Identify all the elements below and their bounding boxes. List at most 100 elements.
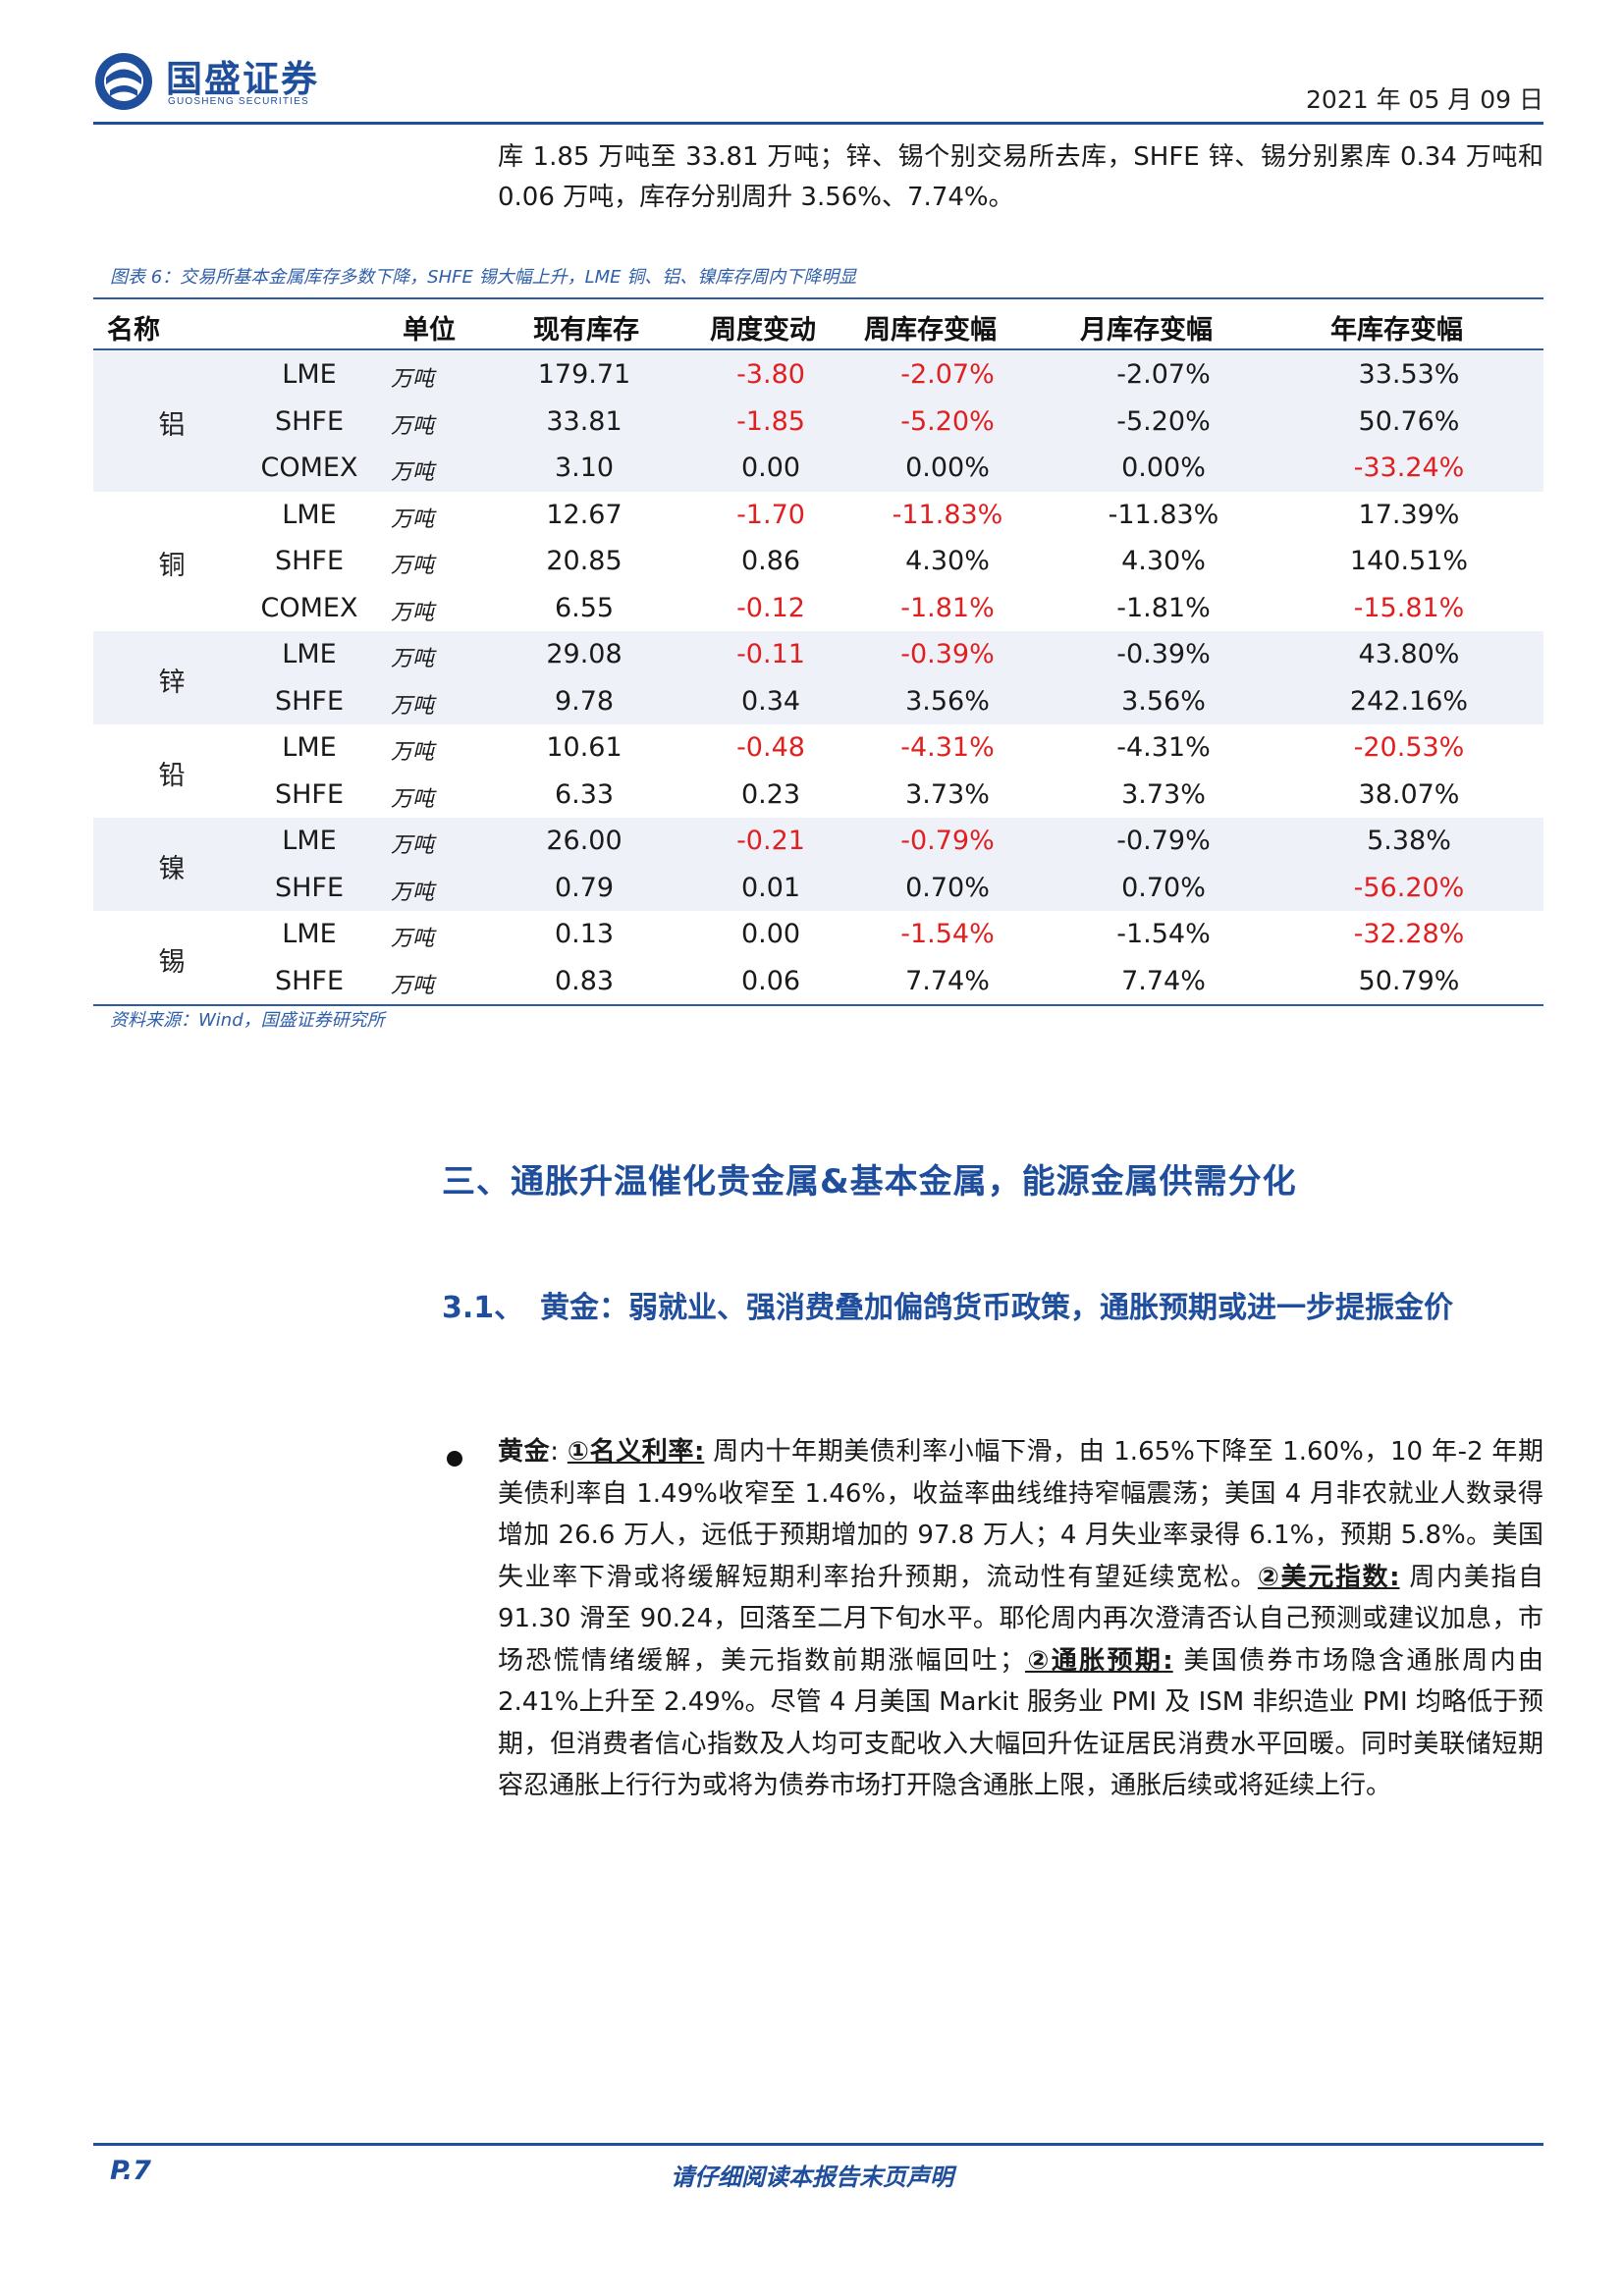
- table-row: LME 万吨 26.00 -0.21 -0.79% -0.79% 5.38%: [93, 818, 1543, 865]
- table-row: LME 万吨 29.08 -0.11 -0.39% -0.39% 43.80%: [93, 631, 1543, 678]
- footer-divider: [93, 2143, 1543, 2146]
- cell-weekly-pct: -2.07%: [900, 359, 995, 390]
- cell-weekly-pct: 0.00%: [905, 453, 990, 483]
- figure-caption: 图表 6：交易所基本金属库存多数下降，SHFE 锡大幅上升，LME 铜、铝、镍库…: [110, 267, 857, 288]
- cell-weekly-change: -3.80: [736, 359, 805, 390]
- cell-weekly-change: 0.00: [740, 453, 801, 483]
- logo-chinese-name: 国盛证券: [166, 58, 319, 100]
- cell-yearly-pct: 17.39%: [1358, 499, 1460, 530]
- cell-exchange: SHFE: [274, 778, 345, 810]
- cell-yearly-pct: -56.20%: [1353, 872, 1465, 903]
- cell-weekly-change: 0.00: [740, 919, 801, 949]
- table-row: SHFE 万吨 33.81 -1.85 -5.20% -5.20% 50.76%: [93, 399, 1543, 446]
- cell-weekly-change: 0.34: [740, 685, 801, 717]
- cell-unit: 万吨: [390, 973, 434, 998]
- usd-index-label: ②美元指数:: [1257, 1562, 1400, 1592]
- company-logo: 国盛证券 GUOSHENG SECURITIES: [93, 47, 339, 116]
- cell-stock: 179.71: [537, 359, 631, 390]
- disclaimer-notice: 请仔细阅读本报告末页声明: [671, 2163, 953, 2191]
- cell-unit: 万吨: [390, 927, 434, 951]
- header-weekly-change: 周度变动: [710, 315, 816, 346]
- cell-monthly-pct: -1.54%: [1116, 919, 1211, 949]
- group-metal-name: 铝: [158, 410, 186, 442]
- cell-unit: 万吨: [390, 833, 434, 858]
- cell-weekly-pct: 3.56%: [905, 685, 990, 717]
- subsection-title: 黄金：弱就业、强消费叠加偏鸽货币政策，通胀预期或进一步提振金价: [540, 1291, 1453, 1325]
- cell-unit: 万吨: [390, 740, 434, 765]
- cell-stock: 33.81: [546, 405, 623, 437]
- cell-yearly-pct: -20.53%: [1353, 732, 1465, 763]
- cell-monthly-pct: 3.56%: [1121, 685, 1206, 717]
- cell-yearly-pct: 38.07%: [1358, 778, 1460, 810]
- page-number: P.7: [110, 2156, 151, 2186]
- cell-unit: 万吨: [390, 693, 434, 719]
- cell-stock: 26.00: [546, 826, 623, 856]
- table-row: SHFE 万吨 20.85 0.86 4.30% 4.30% 140.51%: [93, 538, 1543, 585]
- cell-yearly-pct: 33.53%: [1358, 359, 1460, 390]
- group-metal-name: 锌: [158, 667, 186, 698]
- cell-stock: 6.33: [554, 778, 615, 810]
- table-group: 铜 LME 万吨 12.67 -1.70 -11.83% -11.83% 17.39% SHFE…: [93, 492, 1543, 632]
- table-row: SHFE 万吨 9.78 0.34 3.56% 3.56% 242.16%: [93, 678, 1543, 725]
- group-metal-name: 锡: [158, 946, 186, 978]
- usd-index-text: 周内美指自 91.30 滑至 90.24，回落至二月下旬水平。耶伦周内再次澄清否…: [498, 1562, 1543, 1676]
- cell-yearly-pct: 43.80%: [1358, 639, 1460, 669]
- logo-english-name: GUOSHENG SECURITIES: [168, 96, 309, 107]
- group-metal-name: 镍: [158, 853, 186, 884]
- table-row: COMEX 万吨 6.55 -0.12 -1.81% -1.81% -15.81%: [93, 585, 1543, 632]
- table-row: LME 万吨 10.61 -0.48 -4.31% -4.31% -20.53%: [93, 724, 1543, 772]
- cell-unit: 万吨: [390, 367, 434, 392]
- cell-stock: 20.85: [546, 546, 623, 576]
- cell-weekly-change: -0.12: [736, 592, 805, 623]
- cell-exchange: LME: [282, 732, 337, 763]
- table-header-rule: [93, 348, 1543, 350]
- cell-stock: 12.67: [546, 499, 623, 530]
- table-group: 镍 LME 万吨 26.00 -0.21 -0.79% -0.79% 5.38% SHFE 万吨 0…: [93, 818, 1543, 911]
- table-group: 铅 LME 万吨 10.61 -0.48 -4.31% -4.31% -20.53% SHFE 万…: [93, 724, 1543, 818]
- cell-weekly-change: -0.11: [736, 639, 805, 669]
- cell-yearly-pct: -33.24%: [1353, 453, 1465, 483]
- guosheng-logo-icon: [95, 53, 152, 110]
- cell-stock: 29.08: [546, 639, 623, 669]
- cell-monthly-pct: 0.00%: [1121, 453, 1206, 483]
- cell-weekly-change: -0.48: [736, 732, 805, 763]
- section-heading: 三、通胀升温催化贵金属&基本金属，能源金属供需分化: [442, 1162, 1297, 1201]
- cell-weekly-pct: -5.20%: [900, 405, 995, 437]
- cell-weekly-change: -0.21: [736, 826, 805, 856]
- bullet-point: [447, 1451, 462, 1467]
- gold-analysis-paragraph: 黄金: ①名义利率: 周内十年期美债利率小幅下滑，由 1.65%下降至 1.60…: [498, 1431, 1543, 1807]
- cell-stock: 0.83: [554, 965, 615, 996]
- cell-unit: 万吨: [390, 460, 434, 485]
- cell-exchange: SHFE: [274, 405, 345, 437]
- cell-weekly-change: -1.85: [736, 405, 805, 437]
- cell-yearly-pct: 140.51%: [1349, 546, 1469, 576]
- table-row: SHFE 万吨 0.79 0.01 0.70% 0.70% -56.20%: [93, 865, 1543, 912]
- cell-yearly-pct: 5.38%: [1367, 826, 1451, 856]
- header-name: 名称: [107, 315, 160, 346]
- table-row: LME 万吨 179.71 -3.80 -2.07% -2.07% 33.53%: [93, 351, 1543, 399]
- cell-exchange: COMEX: [260, 592, 358, 623]
- cell-monthly-pct: 3.73%: [1121, 778, 1206, 810]
- cell-weekly-pct: 7.74%: [905, 965, 990, 996]
- table-bottom-rule: [93, 1004, 1543, 1006]
- cell-stock: 0.13: [554, 919, 615, 949]
- cell-monthly-pct: -11.83%: [1108, 499, 1219, 530]
- cell-unit: 万吨: [390, 786, 434, 812]
- cell-unit: 万吨: [390, 880, 434, 905]
- table-top-rule: [93, 297, 1543, 299]
- report-date: 2021 年 05 月 09 日: [1306, 85, 1543, 114]
- cell-yearly-pct: 242.16%: [1349, 685, 1469, 717]
- cell-yearly-pct: 50.76%: [1358, 405, 1460, 437]
- table-row: SHFE 万吨 6.33 0.23 3.73% 3.73% 38.07%: [93, 772, 1543, 819]
- cell-monthly-pct: 0.70%: [1121, 872, 1206, 903]
- cell-weekly-change: 0.23: [740, 778, 801, 810]
- cell-stock: 9.78: [554, 685, 615, 717]
- table-row: LME 万吨 12.67 -1.70 -11.83% -11.83% 17.39%: [93, 492, 1543, 539]
- cell-yearly-pct: 50.79%: [1358, 965, 1460, 996]
- cell-weekly-pct: -0.79%: [900, 826, 995, 856]
- cell-exchange: SHFE: [274, 685, 345, 717]
- cell-weekly-pct: 0.70%: [905, 872, 990, 903]
- cell-stock: 3.10: [554, 453, 615, 483]
- cell-exchange: SHFE: [274, 965, 345, 996]
- table-group: 铝 LME 万吨 179.71 -3.80 -2.07% -2.07% 33.53% SHFE 万…: [93, 351, 1543, 492]
